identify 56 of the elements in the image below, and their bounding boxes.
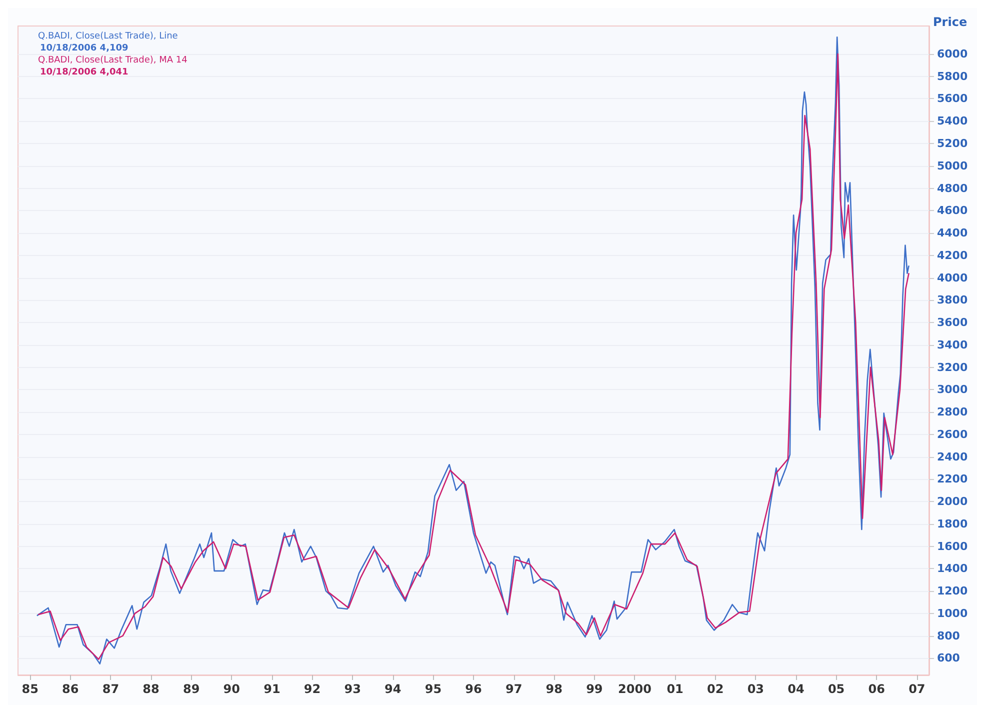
y-tick-label: 4000 xyxy=(937,271,968,284)
y-tick-label: 5200 xyxy=(937,136,968,150)
y-tick-label: 2400 xyxy=(937,450,968,464)
x-tick-label: 96 xyxy=(465,682,482,696)
y-tick-label: 4200 xyxy=(937,248,968,262)
y-tick-label: 6000 xyxy=(937,47,968,60)
y-tick-label: 1200 xyxy=(937,584,968,598)
y-tick-label: 600 xyxy=(937,652,960,665)
x-tick-label: 86 xyxy=(62,682,79,696)
y-tick-label: 3200 xyxy=(937,360,968,374)
x-tick-label: 92 xyxy=(304,682,321,696)
annotation: 10/18/2006 4,109 xyxy=(40,44,128,54)
annotation: 10/18/2006 4,041 xyxy=(40,68,128,78)
y-tick-label: 5000 xyxy=(937,159,968,172)
x-tick-label: 87 xyxy=(102,682,120,696)
text: Q.BADI, Close(Last Trade), MA 14 xyxy=(38,56,188,66)
text: Q.BADI, Close(Last Trade), Line xyxy=(38,32,178,42)
x-tick-label: 07 xyxy=(908,682,926,696)
x-tick-label: 91 xyxy=(264,682,280,696)
x-tick-label: 93 xyxy=(344,682,361,696)
y-tick-label: 3600 xyxy=(937,316,968,330)
y-tick-label: 2600 xyxy=(937,428,968,441)
y-tick-label: 800 xyxy=(937,629,960,642)
y-tick-label: 4800 xyxy=(937,182,968,195)
x-tick-label: 88 xyxy=(142,682,160,696)
x-tick-label: 02 xyxy=(707,682,724,696)
y-axis-title: Price xyxy=(933,15,968,29)
y-tick-label: 5400 xyxy=(937,114,968,128)
x-tick-label: 98 xyxy=(546,682,562,696)
y-tick-label: 1000 xyxy=(937,606,968,620)
y-tick-label: 5800 xyxy=(937,70,968,83)
x-tick-label: 85 xyxy=(22,682,38,696)
y-tick-label: 3800 xyxy=(937,294,968,307)
y-tick-label: 3400 xyxy=(937,338,968,352)
x-tick-label: 04 xyxy=(788,682,804,696)
y-tick-label: 1800 xyxy=(937,517,968,530)
x-tick-label: 2000 xyxy=(618,682,652,696)
y-tick-label: 2200 xyxy=(937,472,968,486)
x-tick-label: 03 xyxy=(747,682,764,696)
y-tick-label: 4400 xyxy=(937,226,968,240)
y-tick-label: 1400 xyxy=(937,562,968,576)
x-tick-label: 94 xyxy=(384,682,402,696)
x-tick-label: 89 xyxy=(182,682,200,696)
y-tick-label: 5600 xyxy=(937,92,968,106)
y-tick-label: 1600 xyxy=(937,540,968,553)
x-tick-label: 95 xyxy=(424,682,442,696)
y-tick-label: 3000 xyxy=(937,383,968,396)
x-tick-label: 01 xyxy=(666,682,684,696)
x-tick-label: 90 xyxy=(223,682,240,696)
y-tick-label: 2800 xyxy=(937,406,968,419)
x-tick-label: 05 xyxy=(828,682,845,696)
x-tick-label: 06 xyxy=(868,682,885,696)
x-tick-label: 97 xyxy=(505,682,522,696)
y-tick-label: 4600 xyxy=(937,204,968,218)
y-tick-label: 2000 xyxy=(937,495,968,508)
x-tick-label: 99 xyxy=(586,682,603,696)
